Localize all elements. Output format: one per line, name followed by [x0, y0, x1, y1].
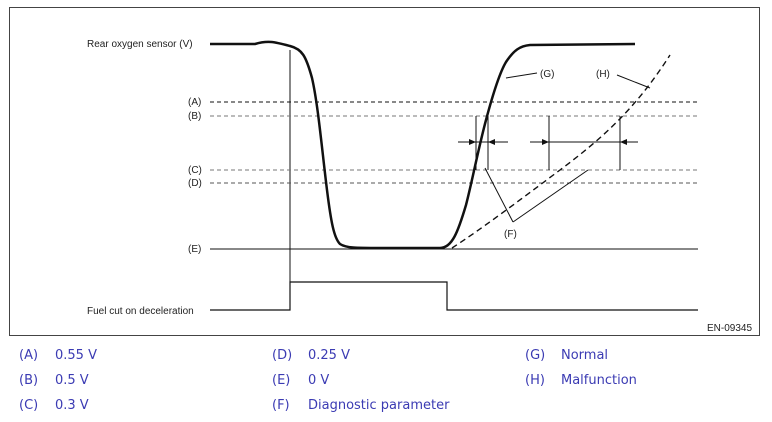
- leader-f-right: [512, 169, 589, 223]
- malfunction-curve: [451, 54, 671, 249]
- arrowhead-normal-right: [488, 139, 495, 145]
- legend-key: (E): [272, 373, 291, 388]
- legend-item-h: (H) Malfunction: [525, 373, 637, 388]
- legend-text: 0.55 V: [55, 348, 97, 363]
- legend-item-b: (B) 0.5 V: [19, 373, 89, 388]
- arrowhead-normal-left: [469, 139, 476, 145]
- legend-item-e: (E) 0 V: [272, 373, 329, 388]
- legend-text: 0.25 V: [308, 348, 350, 363]
- legend-item-f: (F) Diagnostic parameter: [272, 398, 449, 413]
- arrowhead-malfunction-right: [620, 139, 627, 145]
- arrowhead-malfunction-left: [542, 139, 549, 145]
- level-label-d: (D): [188, 178, 202, 189]
- legend-key: (H): [525, 373, 545, 388]
- legend-key: (C): [19, 398, 39, 413]
- legend-item-d: (D) 0.25 V: [272, 348, 350, 363]
- legend-key: (F): [272, 398, 290, 413]
- leader-g: [505, 72, 538, 79]
- legend-text: Malfunction: [561, 373, 637, 388]
- legend-key: (B): [19, 373, 39, 388]
- level-label-c: (C): [188, 165, 202, 176]
- legend-text: 0.3 V: [55, 398, 89, 413]
- signal-label: Rear oxygen sensor (V): [87, 39, 193, 50]
- legend-item-g: (G) Normal: [525, 348, 608, 363]
- fuel-cut-signal: [210, 281, 698, 311]
- legend-item-c: (C) 0.3 V: [19, 398, 89, 413]
- normal-curve: [210, 40, 636, 250]
- curve-label-f: (F): [504, 229, 517, 240]
- curve-label-h: (H): [596, 69, 610, 80]
- fuel-cut-label: Fuel cut on deceleration: [87, 306, 194, 317]
- leader-f-left: [484, 167, 514, 223]
- leader-h: [616, 74, 651, 89]
- legend-key: (G): [525, 348, 546, 363]
- level-label-a: (A): [188, 97, 201, 108]
- curve-label-g: (G): [540, 69, 554, 80]
- figure-id: EN-09345: [707, 323, 752, 334]
- legend-text: 0 V: [308, 373, 330, 388]
- level-label-b: (B): [188, 111, 201, 122]
- diagram-frame: [9, 7, 760, 336]
- legend-text: Diagnostic parameter: [308, 398, 450, 413]
- legend-item-a: (A) 0.55 V: [19, 348, 97, 363]
- legend-key: (A): [19, 348, 39, 363]
- legend-text: Normal: [561, 348, 609, 363]
- level-label-e: (E): [188, 244, 201, 255]
- legend-key: (D): [272, 348, 293, 363]
- legend-text: 0.5 V: [55, 373, 89, 388]
